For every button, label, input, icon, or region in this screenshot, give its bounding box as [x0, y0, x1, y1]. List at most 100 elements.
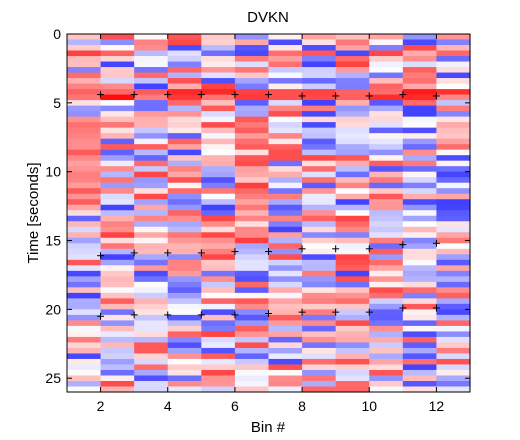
- heatmap-cell: [268, 314, 303, 321]
- heatmap-cell: [100, 34, 135, 41]
- heatmap-cell: [335, 331, 370, 338]
- heatmap-cell: [167, 314, 202, 321]
- heatmap-cell: [67, 281, 102, 288]
- heatmap-cell: [369, 61, 404, 68]
- heatmap-cell: [369, 210, 404, 217]
- heatmap-cell: [268, 45, 303, 52]
- heatmap-cell: [201, 72, 236, 79]
- heatmap-cell: [167, 188, 202, 195]
- heatmap-cell: [302, 243, 337, 250]
- heatmap-cell: [134, 342, 169, 349]
- heatmap-cell: [234, 67, 270, 74]
- event-marker: [130, 91, 138, 99]
- heatmap-cell: [167, 303, 202, 310]
- heatmap-cell: [335, 67, 370, 74]
- heatmap-cell: [100, 336, 135, 344]
- heatmap-cell: [100, 276, 135, 283]
- heatmap-cell: [167, 105, 202, 112]
- heatmap-cell: [302, 210, 337, 217]
- heatmap-cell: [100, 177, 135, 184]
- heatmap-cell: [335, 248, 370, 255]
- heatmap-cell: [67, 347, 102, 355]
- heatmap-cell: [201, 375, 236, 382]
- heatmap-cell: [134, 226, 169, 233]
- heatmap-cell: [402, 248, 438, 255]
- heatmap-cell: [201, 369, 236, 377]
- heatmap-cell: [335, 105, 370, 112]
- heatmap-cell: [402, 149, 438, 156]
- heatmap-cell: [67, 83, 102, 90]
- heatmap-cell: [100, 78, 135, 85]
- heatmap-cell: [402, 50, 438, 57]
- heatmap-cell: [402, 171, 438, 178]
- heatmap-cell: [302, 133, 337, 140]
- x-tick-label: 6: [231, 398, 239, 414]
- heatmap-cell: [302, 199, 337, 206]
- heatmap-cell: [67, 358, 102, 366]
- heatmap-cell: [201, 380, 236, 388]
- heatmap-cell: [402, 347, 438, 355]
- heatmap-cell: [167, 331, 202, 338]
- heatmap-cell: [67, 221, 102, 228]
- heatmap-cell: [369, 259, 404, 266]
- heatmap-cell: [134, 248, 169, 255]
- heatmap-cell: [402, 193, 438, 200]
- heatmap-cell: [67, 100, 102, 107]
- heatmap-cell: [234, 78, 270, 85]
- heatmap-cell: [302, 331, 337, 338]
- heatmap-cell: [201, 265, 236, 272]
- heatmap-cell: [167, 56, 202, 63]
- heatmap-cell: [67, 210, 102, 217]
- heatmap-cell: [335, 127, 370, 134]
- heatmap-cell: [369, 232, 404, 239]
- heatmap-cell: [201, 127, 236, 134]
- heatmap-cell: [402, 358, 438, 366]
- heatmap-cell: [100, 89, 135, 96]
- heatmap-cell: [201, 287, 236, 294]
- heatmap-cell: [302, 122, 337, 129]
- heatmap-cell: [302, 34, 337, 41]
- heatmap-cell: [134, 221, 169, 228]
- heatmap-cell: [335, 369, 370, 377]
- heatmap-cell: [268, 221, 303, 228]
- heatmap-cell: [436, 287, 471, 294]
- heatmap-cell: [268, 358, 303, 366]
- heatmap-cell: [436, 122, 471, 129]
- heatmap-cell: [167, 193, 202, 200]
- heatmap-cell: [335, 160, 370, 167]
- y-axis-label: Time [seconds]: [25, 162, 42, 263]
- heatmap-cell: [369, 199, 404, 206]
- heatmap-cell: [402, 160, 438, 167]
- heatmap-cell: [369, 215, 404, 222]
- heatmap-cell: [302, 127, 337, 134]
- heatmap-cell: [369, 39, 404, 46]
- heatmap-cell: [402, 56, 438, 63]
- heatmap-cell: [201, 138, 236, 145]
- heatmap-cell: [67, 39, 102, 46]
- heatmap-cell: [234, 50, 270, 57]
- heatmap-cell: [167, 298, 202, 305]
- heatmap-cell: [67, 72, 102, 79]
- heatmap-cell: [335, 281, 370, 288]
- heatmap-cell: [67, 155, 102, 162]
- heatmap-cell: [234, 56, 270, 63]
- heatmap-cell: [134, 259, 169, 266]
- heatmap-cell: [201, 133, 236, 140]
- heatmap-cell: [335, 287, 370, 294]
- heatmap-cell: [335, 226, 370, 233]
- heatmap-cell: [100, 320, 135, 327]
- heatmap-cell: [201, 281, 236, 288]
- heatmap-cell: [234, 83, 270, 90]
- heatmap-cell: [67, 226, 102, 233]
- event-marker: [97, 312, 105, 320]
- heatmap-cell: [201, 276, 236, 283]
- heatmap-cell: [234, 232, 270, 239]
- heatmap-cell: [234, 133, 270, 140]
- heatmap-cell: [134, 34, 169, 41]
- heatmap-cell: [402, 210, 438, 217]
- y-tick-label: 15: [45, 233, 61, 249]
- heatmap-cell: [268, 89, 303, 96]
- heatmap-cell: [134, 116, 169, 123]
- heatmap-cell: [234, 116, 270, 123]
